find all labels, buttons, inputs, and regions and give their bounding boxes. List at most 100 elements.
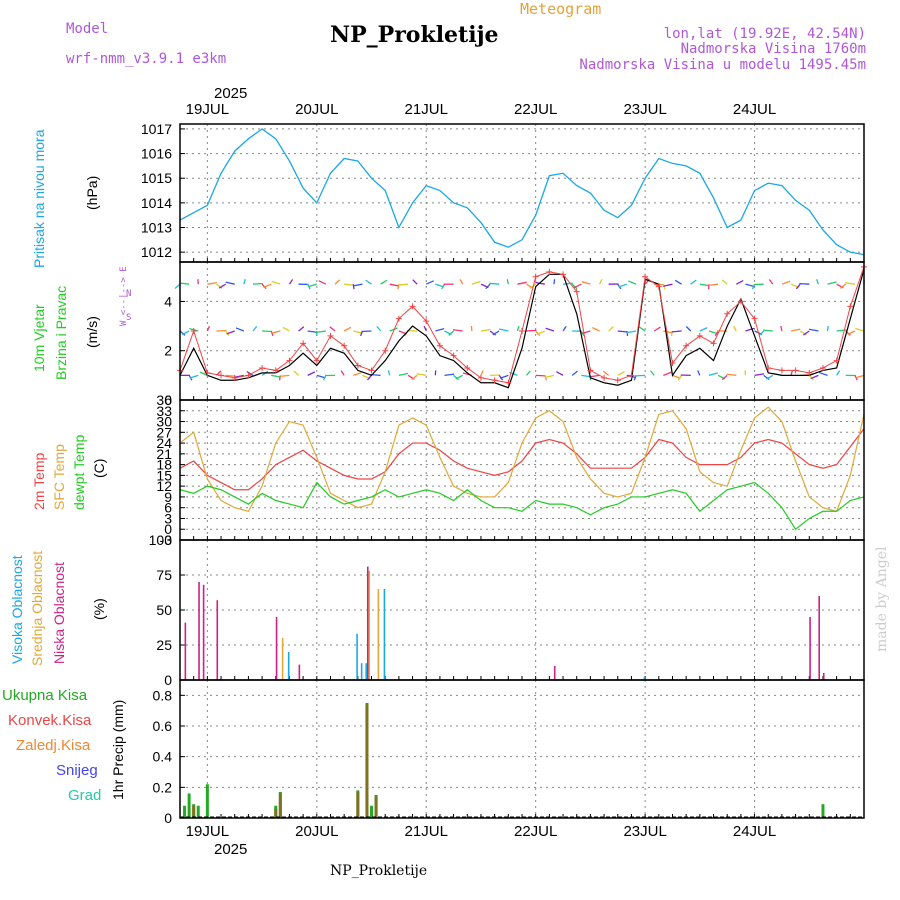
- wind-arrow: [335, 280, 340, 284]
- wind-arrow: [272, 281, 280, 284]
- high-cloud-bar: [384, 589, 386, 680]
- wind-arrow: [590, 375, 600, 376]
- wind-arrow: [500, 375, 508, 378]
- wind-arrow: [582, 282, 591, 285]
- wind-arrow: [546, 328, 554, 331]
- wind-arrow: [819, 373, 827, 376]
- wind-arrow: [574, 284, 581, 287]
- wind-arrow: [262, 331, 272, 332]
- cloud-ylabel-low: Niska Oblacnost: [51, 562, 67, 664]
- wind-arrow: [299, 327, 304, 331]
- model-name: wrf-nmm_v3.9.1 e3km: [66, 51, 226, 67]
- wind-arrow: [444, 374, 454, 375]
- wind-arrow: [700, 284, 710, 286]
- conv-rain-bar: [356, 792, 359, 818]
- y-tick-label: 0: [164, 672, 172, 688]
- wind-arrow: [388, 370, 389, 375]
- year-top: 2025: [214, 85, 247, 102]
- y-tick-label: 50: [156, 602, 172, 618]
- wind-arrow: [227, 331, 235, 334]
- low-cloud-bar: [809, 617, 811, 680]
- wind-arrow: [236, 328, 244, 331]
- wind-arrow: [353, 373, 361, 376]
- wind-arrow: [527, 330, 537, 331]
- wind-arrow: [556, 372, 563, 376]
- day-label-top: 24JUL: [733, 101, 776, 118]
- lonlat-label: lon,lat (19.92E, 42.54N): [664, 26, 866, 42]
- wind-arrow: [609, 327, 614, 331]
- wind-ylabel-1: 10m Vjetar: [31, 304, 47, 372]
- y-tick-label: 1017: [141, 121, 172, 137]
- y-tick-label: 36: [156, 392, 172, 408]
- wind-arrow: [769, 279, 772, 284]
- wind-arrow: [517, 282, 526, 284]
- wind-arrow: [837, 330, 847, 331]
- wind-arrow: [837, 371, 840, 376]
- y-tick-label: 4: [164, 293, 172, 309]
- wind-arrow: [708, 284, 718, 285]
- wind-arrow: [426, 281, 433, 284]
- low-cloud-bar: [823, 673, 825, 680]
- wind-arrow: [271, 375, 280, 377]
- wind-arrow: [663, 372, 671, 375]
- low-cloud-bar: [818, 596, 820, 680]
- total-rain-bar: [183, 806, 186, 818]
- wind-south-label: S: [126, 313, 131, 323]
- temp-ylabel-2m: 2m Temp: [31, 452, 47, 510]
- wind-arrow: [390, 284, 399, 286]
- day-label-bottom: 20JUL: [295, 823, 338, 840]
- wind-arrow: [294, 371, 299, 375]
- gust-marker: [779, 367, 785, 373]
- mid-cloud-bar: [282, 638, 284, 680]
- wind-arrow: [563, 326, 566, 331]
- wind-arrow: [545, 375, 554, 377]
- wind-arrow: [280, 375, 290, 376]
- y-tick-label: 75: [156, 567, 172, 583]
- wind-arrow: [618, 372, 625, 376]
- day-label-bottom: 24JUL: [733, 823, 776, 840]
- pressure-unit: (hPa): [84, 176, 100, 210]
- wind-arrow: [654, 327, 660, 331]
- gust-marker: [615, 377, 621, 383]
- day-label-bottom: 21JUL: [405, 823, 448, 840]
- wind-arrow: [811, 375, 819, 378]
- day-label-top: 22JUL: [514, 101, 557, 118]
- wind-arrow: [353, 284, 354, 289]
- wind-arrow: [627, 331, 636, 333]
- wind-arrow: [481, 370, 483, 375]
- wind-arrow: [537, 331, 545, 334]
- wind-arrow: [736, 281, 743, 285]
- wind-arrow: [182, 331, 189, 335]
- pressure-line: [180, 129, 864, 255]
- wind-arrow: [663, 331, 672, 333]
- wind-arrow: [781, 326, 782, 331]
- gust-marker: [382, 348, 388, 354]
- wind-arrow: [845, 283, 855, 284]
- day-label-top: 19JUL: [186, 101, 229, 118]
- temp2m-line: [180, 429, 864, 490]
- low-cloud-bar: [367, 567, 369, 680]
- y-tick-label: 0.6: [153, 718, 173, 734]
- wind-arrow: [603, 371, 608, 375]
- wind-arrow: [763, 330, 773, 331]
- altitude-label: Nadmorska Visina 1760m: [681, 41, 866, 57]
- wind-arrow: [855, 329, 864, 332]
- wind-arrow: [782, 281, 790, 284]
- wind-arrow: [264, 284, 272, 287]
- conv-rain-bar: [192, 806, 195, 818]
- total-rain-bar: [197, 806, 200, 818]
- total-rain-bar: [821, 804, 824, 818]
- wind-arrow: [289, 279, 292, 284]
- wind-arrow: [344, 327, 351, 331]
- gust-marker: [847, 303, 853, 309]
- wind-arrow: [855, 375, 864, 378]
- wind-arrow: [253, 326, 257, 331]
- wind-arrow: [413, 280, 417, 284]
- low-cloud-bar: [299, 665, 301, 680]
- wind-ylabel-2: Brzina i Pravac: [53, 286, 69, 380]
- meteogram-label: Meteogram: [520, 0, 601, 18]
- y-tick-label: 100: [149, 532, 173, 548]
- wind-arrow: [344, 284, 354, 285]
- panel-frame: [180, 124, 864, 262]
- gust-marker: [793, 367, 799, 373]
